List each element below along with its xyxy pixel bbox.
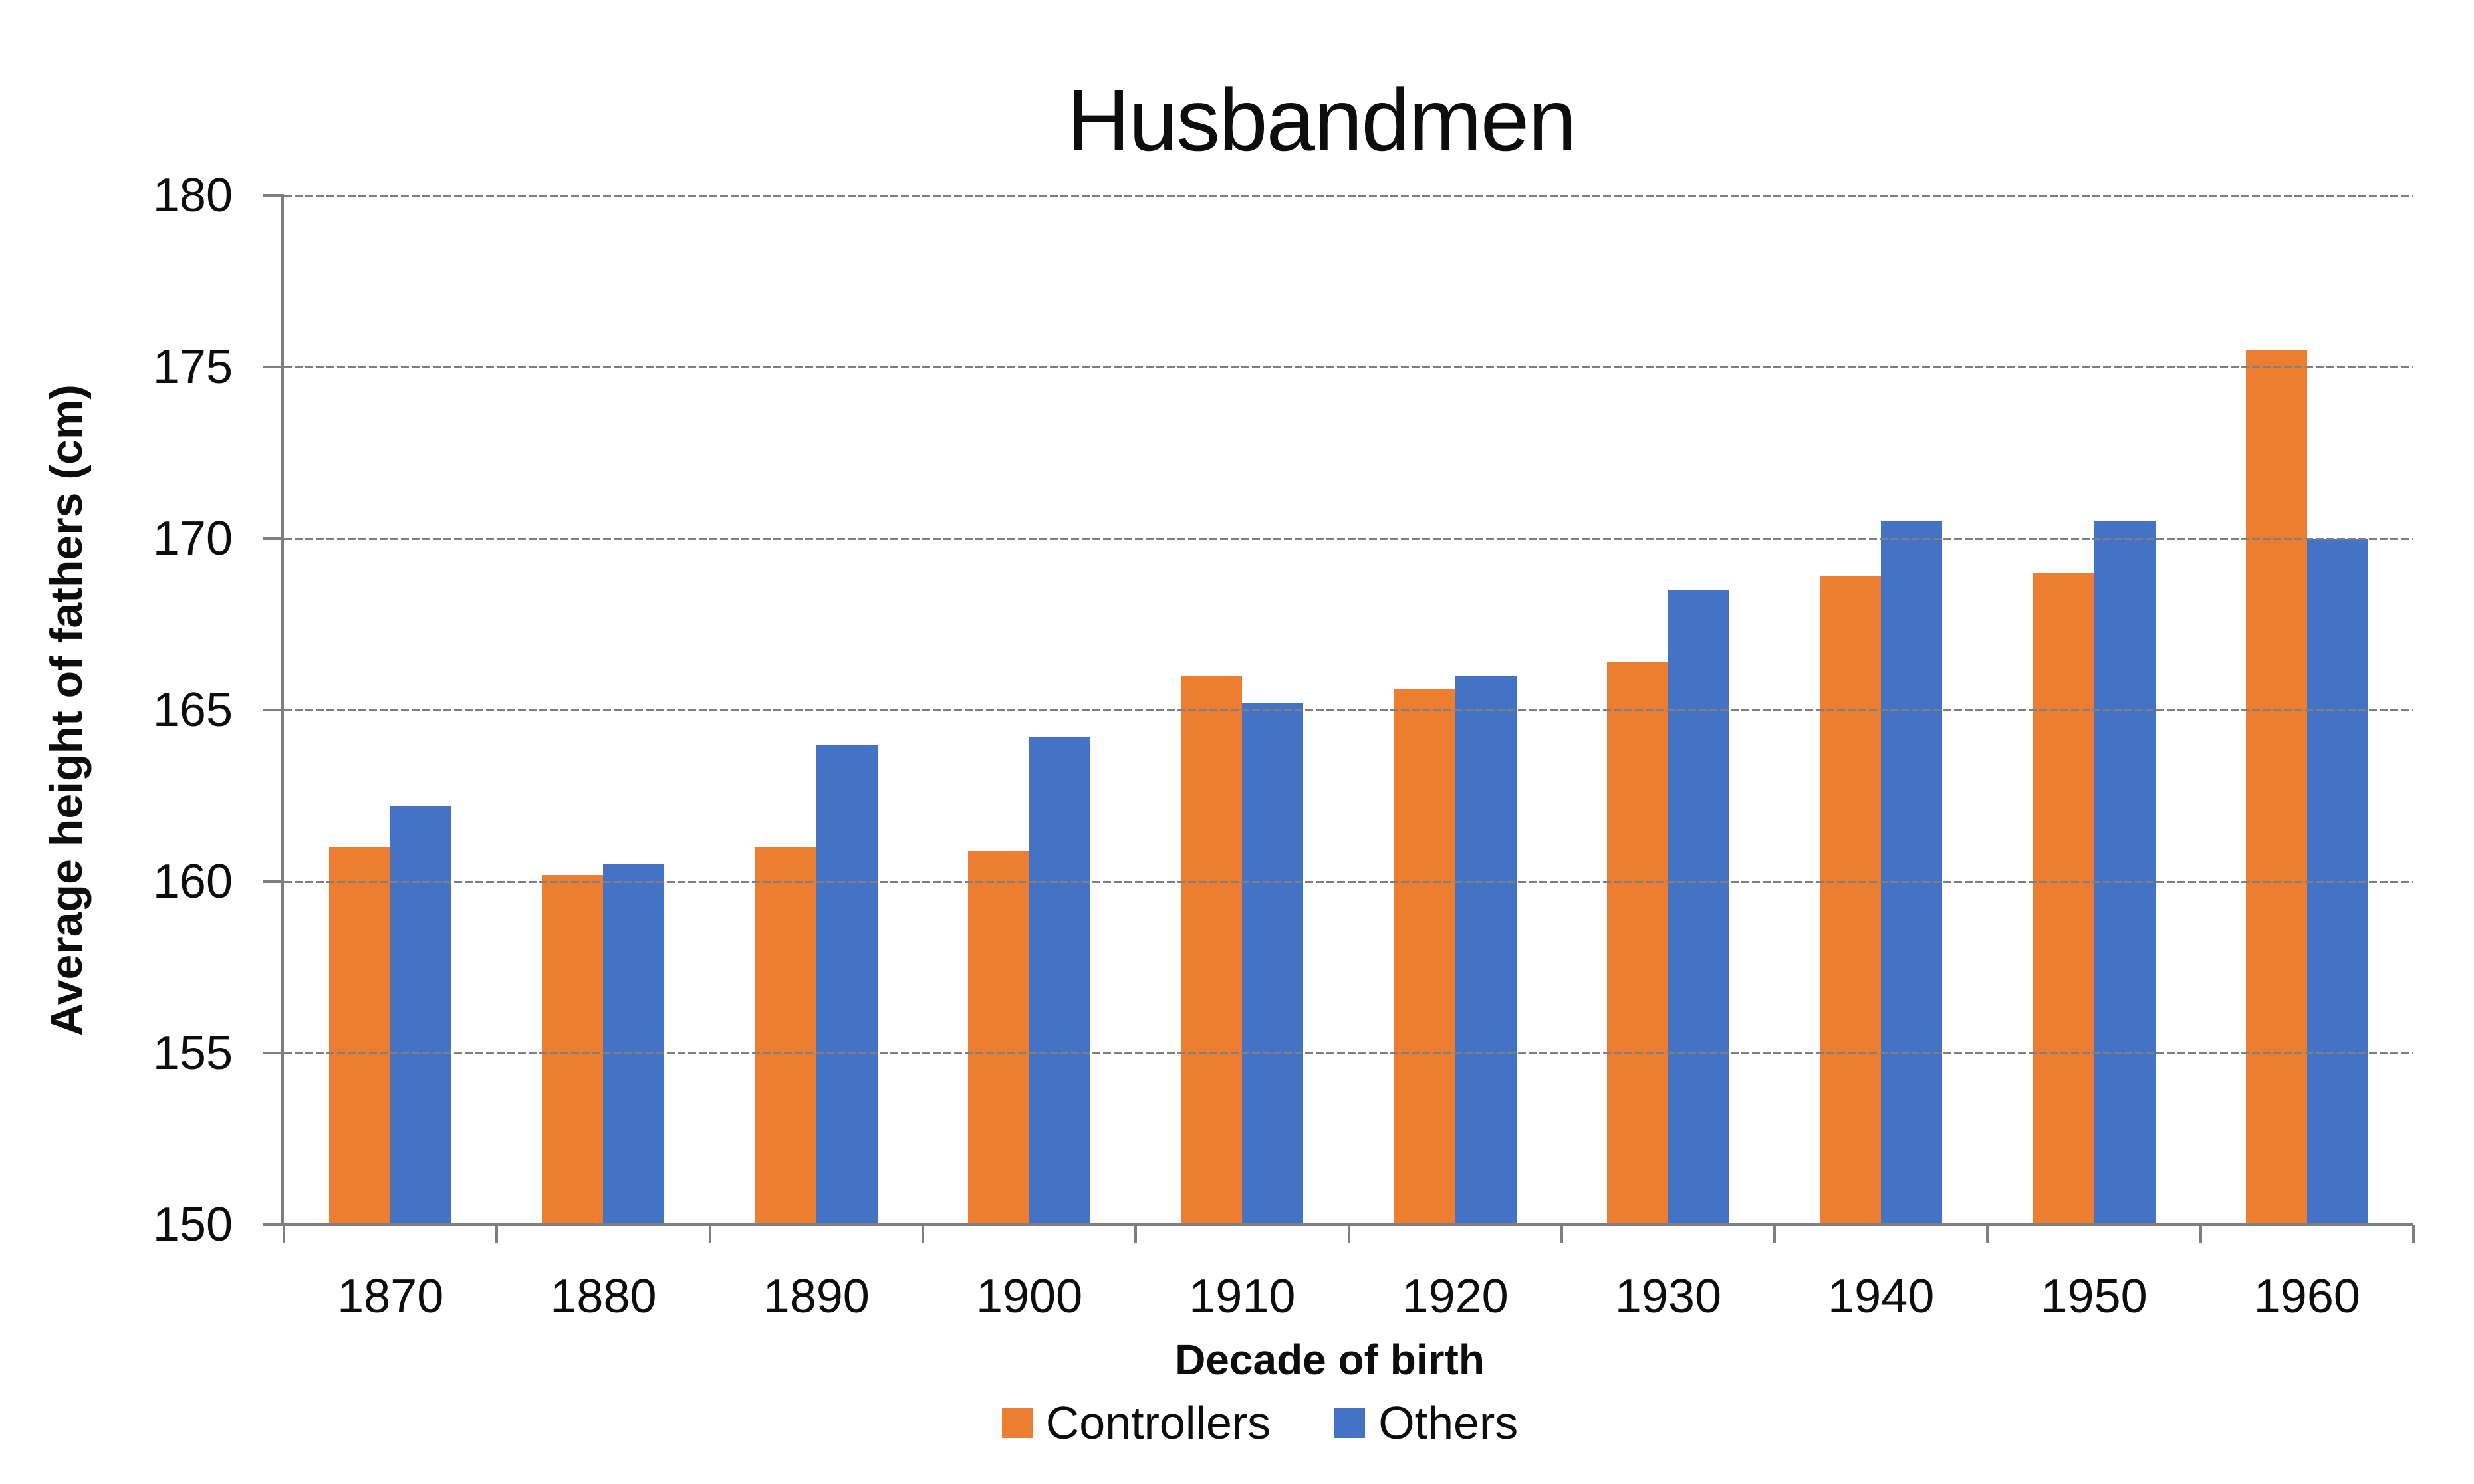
legend-item-controllers: Controllers bbox=[1001, 1396, 1271, 1449]
bar-controllers-1940 bbox=[1820, 576, 1882, 1225]
x-tick-label-1890: 1890 bbox=[763, 1270, 870, 1323]
y-tick-label-180: 180 bbox=[152, 169, 233, 222]
x-tick-labels: 1870 1880 1890 1900 1910 1920 1930 1940 1950 1960 bbox=[284, 1269, 2413, 1324]
x-tick-label-1950: 1950 bbox=[2041, 1270, 2148, 1323]
y-tick-label-160: 160 bbox=[152, 855, 233, 908]
bar-group-1880 bbox=[497, 195, 709, 1225]
bar-others-1940 bbox=[1881, 521, 1943, 1225]
bar-group-1910 bbox=[1136, 195, 1348, 1225]
bar-controllers-1920 bbox=[1394, 689, 1455, 1225]
x-axis-tick-0 bbox=[283, 1225, 285, 1243]
legend-swatch-others bbox=[1334, 1408, 1366, 1438]
bar-others-1880 bbox=[603, 864, 665, 1225]
y-tick-label-155: 155 bbox=[152, 1027, 233, 1080]
x-axis-tick-8 bbox=[1986, 1225, 1989, 1243]
gridline-170 bbox=[284, 538, 2413, 540]
x-axis-tick-7 bbox=[1773, 1225, 1777, 1243]
bar-controllers-1890 bbox=[755, 847, 816, 1225]
bar-group-1930 bbox=[1562, 195, 1775, 1225]
bar-others-1890 bbox=[816, 745, 878, 1225]
legend-swatch-controllers bbox=[1001, 1408, 1033, 1438]
bar-group-1890 bbox=[710, 195, 923, 1225]
x-tick-label-1880: 1880 bbox=[550, 1270, 657, 1323]
legend: Controllers Others bbox=[47, 1393, 2473, 1453]
bar-others-1910 bbox=[1242, 703, 1304, 1225]
x-tick-label-1910: 1910 bbox=[1189, 1270, 1296, 1323]
x-tick-label-1900: 1900 bbox=[975, 1270, 1083, 1323]
y-tick-labels: 180 175 170 165 160 155 150 bbox=[0, 169, 284, 1251]
bar-group-1920 bbox=[1348, 195, 1561, 1225]
bar-group-1870 bbox=[284, 195, 497, 1225]
bar-others-1870 bbox=[390, 806, 452, 1225]
gridline-160 bbox=[284, 881, 2413, 883]
bar-others-1950 bbox=[2094, 521, 2156, 1225]
x-axis-tick-3 bbox=[921, 1225, 924, 1243]
x-tick-label-1940: 1940 bbox=[1828, 1270, 1935, 1323]
bar-controllers-1910 bbox=[1181, 676, 1243, 1225]
bar-group-1900 bbox=[923, 195, 1136, 1225]
y-axis-tick-175 bbox=[263, 366, 284, 368]
bar-controllers-1870 bbox=[329, 847, 391, 1225]
legend-label-controllers: Controllers bbox=[1045, 1397, 1271, 1449]
bar-group-1940 bbox=[1775, 195, 1987, 1225]
legend-item-others: Others bbox=[1334, 1396, 1518, 1449]
bar-group-1950 bbox=[1987, 195, 2200, 1225]
y-tick-label-150: 150 bbox=[152, 1198, 233, 1251]
y-axis-tick-180 bbox=[263, 194, 284, 197]
bar-others-1920 bbox=[1455, 676, 1517, 1225]
bar-controllers-1960 bbox=[2245, 350, 2307, 1225]
y-tick-label-165: 165 bbox=[152, 683, 233, 737]
bar-others-1900 bbox=[1029, 737, 1091, 1225]
bar-controllers-1930 bbox=[1606, 662, 1668, 1225]
x-tick-label-1960: 1960 bbox=[2253, 1270, 2360, 1323]
x-axis-tick-6 bbox=[1560, 1225, 1563, 1243]
bar-controllers-1900 bbox=[968, 851, 1030, 1225]
x-axis-tick-2 bbox=[708, 1225, 711, 1243]
plot-area bbox=[263, 194, 2415, 1243]
x-axis-tick-10 bbox=[2412, 1225, 2415, 1243]
x-tick-label-1920: 1920 bbox=[1402, 1270, 1509, 1323]
x-tick-label-1870: 1870 bbox=[337, 1270, 444, 1323]
gridline-180 bbox=[284, 195, 2413, 197]
x-axis-tick-9 bbox=[2199, 1225, 2202, 1243]
y-axis-tick-170 bbox=[263, 537, 284, 540]
bar-others-1930 bbox=[1668, 590, 1729, 1225]
bar-controllers-1950 bbox=[2033, 573, 2094, 1225]
y-axis-tick-155 bbox=[263, 1052, 284, 1054]
y-axis-tick-165 bbox=[263, 709, 284, 711]
x-axis-tick-1 bbox=[495, 1225, 499, 1243]
y-axis-tick-150 bbox=[263, 1223, 284, 1226]
x-tick-label-1930: 1930 bbox=[1614, 1270, 1722, 1323]
gridline-155 bbox=[284, 1052, 2413, 1054]
gridline-175 bbox=[284, 366, 2413, 368]
bar-controllers-1880 bbox=[542, 875, 604, 1225]
x-axis-tick-4 bbox=[1134, 1225, 1138, 1243]
bar-groups bbox=[284, 195, 2413, 1225]
x-axis-title: Decade of birth bbox=[1175, 1336, 1485, 1384]
chart-title: Husbandmen bbox=[1066, 71, 1576, 169]
y-axis-tick-160 bbox=[263, 880, 284, 883]
y-tick-label-170: 170 bbox=[152, 512, 233, 565]
legend-label-others: Others bbox=[1378, 1397, 1519, 1449]
gridline-165 bbox=[284, 709, 2413, 711]
x-axis-tick-5 bbox=[1347, 1225, 1350, 1243]
y-tick-label-175: 175 bbox=[152, 340, 233, 394]
